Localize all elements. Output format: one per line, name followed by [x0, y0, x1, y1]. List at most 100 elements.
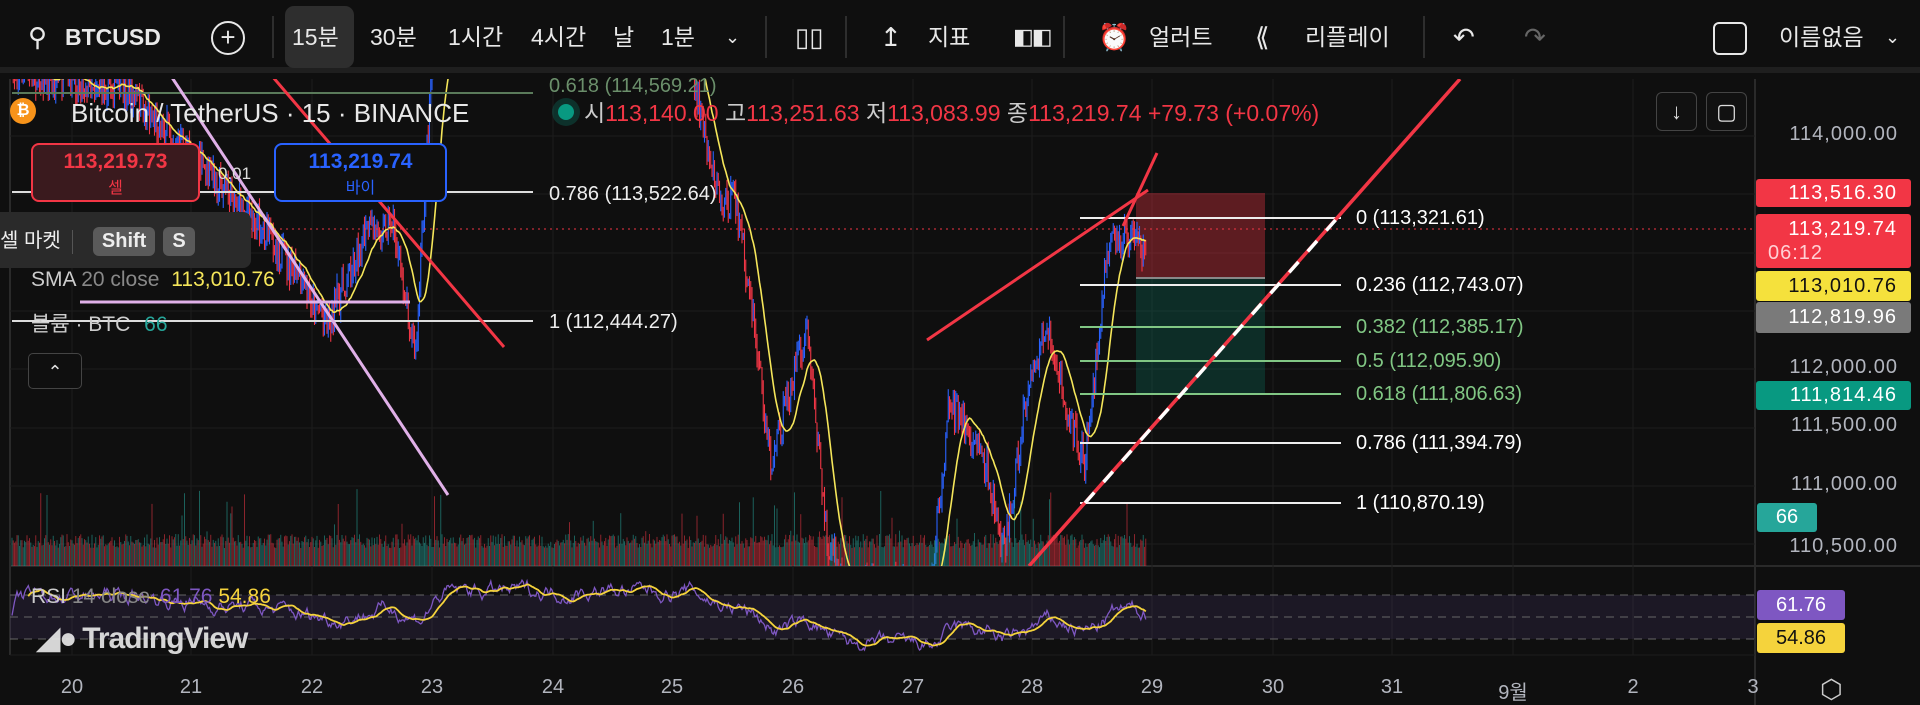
sma-value: 113,010.76 [171, 268, 275, 291]
buy-button[interactable]: 113,219.74 바이 [274, 143, 447, 202]
shortcut-key-shift: Shift [92, 227, 156, 256]
change-value: +79.73 (+0.07%) [1147, 100, 1320, 126]
alarm-plus-icon[interactable]: ⏰ [1098, 22, 1131, 52]
fib-left-level-0786: 0.786 (113,522.64) [549, 183, 717, 205]
ohlc-values: 시113,140.00 고113,251.63 저113,083.99 종113… [584, 98, 1319, 128]
position-target-zone [1136, 193, 1265, 278]
sell-price: 113,219.73 [63, 150, 168, 173]
order-quantity[interactable]: 0.01 [218, 164, 252, 183]
market-status-dot [558, 104, 574, 120]
buy-label: 바이 [345, 180, 376, 197]
time-tick: 21 [179, 676, 203, 698]
bar-countdown: 06:12 [1768, 242, 1824, 264]
time-tick: 9월 [1498, 682, 1528, 704]
trendline-dashed-overlay [1083, 213, 1342, 505]
trendline-red [1121, 152, 1159, 227]
rsi-value: 61.76 [159, 585, 213, 608]
chevron-down-icon[interactable]: ⌄ [725, 27, 741, 47]
fullscreen-button[interactable]: ▢ [1706, 92, 1747, 131]
candles-group [11, 79, 1147, 566]
close-value: 113,219.74 [1028, 100, 1142, 126]
sell-market-tooltip: 셀 마켓 Shift S [0, 212, 251, 268]
rsi-ma-value: 54.86 [218, 585, 271, 608]
rsi-ma-line [27, 583, 1147, 647]
interval-4h[interactable]: 4시간 [531, 24, 587, 50]
fib-left-level-1: 1 (112,444.27) [549, 311, 678, 333]
trendline-red-long [1027, 79, 1462, 566]
scroll-down-button[interactable]: ↓ [1656, 92, 1697, 131]
interval-day[interactable]: 날 [613, 24, 635, 50]
time-tick: 24 [541, 676, 565, 698]
rsi-legend[interactable]: RSI 14 close 61.76 54.86 [31, 585, 271, 609]
high-value: 113,251.63 [746, 100, 860, 126]
position-stop-zone [1136, 278, 1265, 394]
price-tick: 110,500.00 [1789, 535, 1898, 557]
high-label: 고 [724, 100, 747, 126]
volume-value: 66 [144, 313, 168, 336]
layout-grid-icon[interactable]: ◧◧ [1013, 24, 1053, 49]
chevron-down-icon[interactable]: ⌄ [1885, 27, 1901, 47]
collapse-legend-button[interactable]: ⌃ [28, 353, 82, 389]
time-tick: 26 [781, 676, 805, 698]
alert-button[interactable]: 얼러트 [1149, 24, 1213, 50]
time-tick: 30 [1261, 676, 1285, 698]
chart-title: Bitcoin / TetherUS · 15 · BINANCE [71, 98, 470, 128]
sell-button[interactable]: 113,219.73 셀 [31, 143, 200, 202]
time-tick: 31 [1380, 676, 1404, 698]
time-tick: 2 [1627, 676, 1639, 698]
volume-axis-label: 66 [1757, 503, 1817, 532]
indicators-button[interactable]: 지표 [928, 24, 971, 50]
interval-1m[interactable]: 1분 [661, 24, 695, 50]
rsi-group [11, 578, 1147, 652]
fib-right-level: 0.618 (111,806.63) [1356, 383, 1523, 405]
sma-params: 20 close [81, 268, 160, 291]
top-toolbar: ⚲ BTCUSD + 15분 30분 1시간 4시간 날 1분 ⌄ ▯▯ ↥ 지… [0, 0, 1920, 73]
time-tick: 23 [420, 676, 444, 698]
rsi-line [11, 578, 1147, 652]
volume-name: 볼륨 · BTC [31, 313, 131, 336]
undo-icon[interactable]: ↶ [1453, 22, 1475, 52]
price-tick: 114,000.00 [1789, 123, 1898, 145]
volume-legend[interactable]: 볼륨 · BTC 66 [31, 313, 168, 337]
redo-icon[interactable]: ↷ [1524, 22, 1546, 52]
target-price-label: 113,516.30 [1756, 179, 1911, 207]
replay-button[interactable]: 리플레이 [1305, 24, 1390, 50]
buy-price: 113,219.74 [308, 150, 413, 173]
watermark-text: TradingView [82, 622, 248, 655]
indicators-icon[interactable]: ↥ [880, 22, 902, 52]
fib-right-level: 1 (110,870.19) [1356, 492, 1485, 514]
active-interval-bg [285, 6, 354, 68]
price-tick: 111,500.00 [1790, 414, 1898, 436]
open-label: 시 [584, 100, 606, 126]
symbol-search[interactable]: BTCUSD [65, 24, 161, 50]
shortcut-key-s: S [163, 227, 195, 256]
interval-1h[interactable]: 1시간 [448, 24, 504, 50]
low-label: 저 [865, 100, 888, 126]
tooltip-label: 셀 마켓 [0, 230, 61, 252]
layout-name[interactable]: 이름없음 [1779, 24, 1864, 50]
fib-right-level: 0.236 (112,743.07) [1356, 274, 1524, 296]
stop-price-label: 111,814.46 [1756, 381, 1911, 410]
plus-circle-icon[interactable]: + [211, 21, 245, 55]
trendline-lilac [171, 79, 450, 496]
settings-icon[interactable]: ⬡ [1820, 674, 1843, 704]
sma-legend[interactable]: SMA 20 close 113,010.76 [31, 268, 275, 292]
replay-icon[interactable]: ⟪ [1255, 22, 1270, 52]
square-icon[interactable] [1713, 22, 1747, 55]
interval-30m[interactable]: 30분 [370, 24, 417, 50]
close-label: 종 [1006, 100, 1029, 126]
fib-right-level: 0.382 (112,385.17) [1356, 316, 1524, 338]
fib-right-level: 0 (113,321.61) [1356, 207, 1485, 229]
candlestick-icon[interactable]: ▯▯ [795, 22, 824, 52]
last-price-label: 113,219.74 06:12 [1756, 214, 1911, 268]
bitcoin-logo-icon: ₿ [10, 98, 36, 124]
fib-right-level: 0.786 (111,394.79) [1356, 432, 1523, 454]
entry-price-label: 112,819.96 [1756, 302, 1911, 333]
rsi-params: 14 close [71, 585, 151, 608]
interval-15m[interactable]: 15분 [292, 24, 339, 50]
search-icon[interactable]: ⚲ [28, 22, 48, 52]
price-tick: 112,000.00 [1789, 356, 1898, 378]
fib-right-level: 0.5 (112,095.90) [1356, 350, 1502, 372]
time-tick: 20 [60, 676, 84, 698]
last-price: 113,219.74 [1788, 218, 1897, 240]
